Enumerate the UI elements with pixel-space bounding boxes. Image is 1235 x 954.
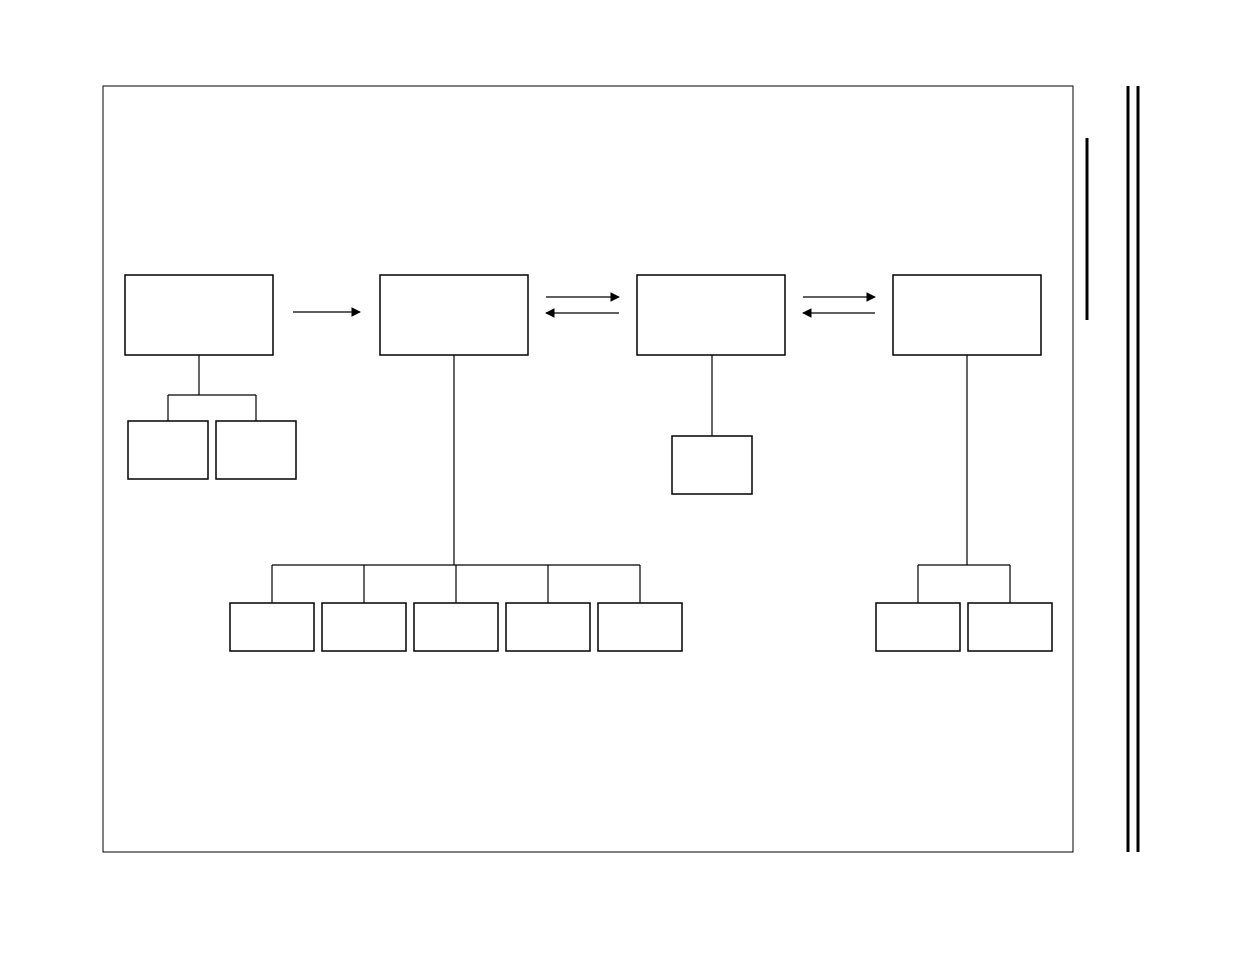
node-t2c4 [506,603,590,651]
node-t1c2 [216,421,296,479]
node-t4c2 [968,603,1052,651]
tree-connector [168,355,256,421]
node-t2c5 [598,603,682,651]
node-t2c2 [322,603,406,651]
tree-connector [918,355,1010,603]
node-top3 [637,275,785,355]
node-t3c1 [672,436,752,494]
tree-connector [272,355,640,603]
node-top2 [380,275,528,355]
node-top1 [125,275,273,355]
flowchart-diagram [0,0,1235,954]
node-top4 [893,275,1041,355]
node-t4c1 [876,603,960,651]
node-t1c1 [128,421,208,479]
node-t2c1 [230,603,314,651]
node-t2c3 [414,603,498,651]
